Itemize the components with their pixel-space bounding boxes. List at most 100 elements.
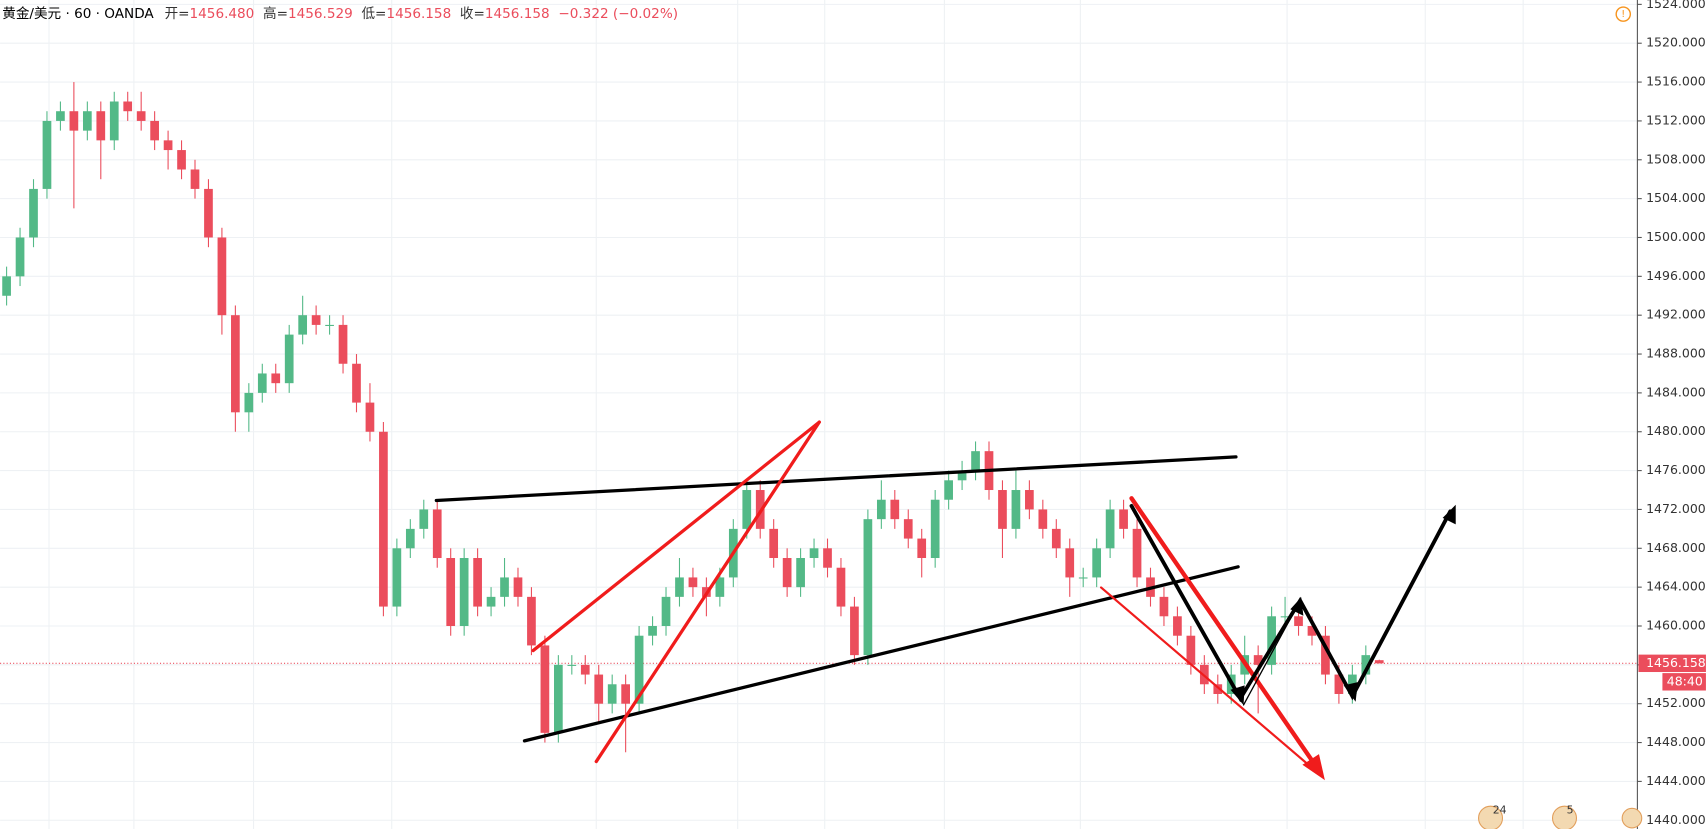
candle-body xyxy=(998,490,1007,529)
candle-body xyxy=(284,334,294,384)
y-tick-label: 1496.000 xyxy=(1646,268,1706,283)
y-tick-label: 1476.000 xyxy=(1646,462,1706,477)
alert-icon[interactable] xyxy=(1615,6,1632,22)
candle-body xyxy=(715,577,725,597)
candle-body xyxy=(688,577,698,588)
candle-body xyxy=(769,528,779,559)
axis-labels: 1440.0001444.0001448.0001452.0001456.000… xyxy=(1637,0,1706,827)
candle-body xyxy=(1159,596,1169,617)
candle-body xyxy=(1132,528,1142,578)
candle-body xyxy=(527,596,536,646)
candle-body xyxy=(1065,548,1075,578)
trend-line xyxy=(434,455,1238,503)
y-tick-label: 1440.000 xyxy=(1646,812,1706,827)
candle-body xyxy=(957,470,967,481)
candle-body xyxy=(338,324,348,364)
symbol: 黄金/美元 · 60 · OANDA xyxy=(2,6,154,22)
arrow xyxy=(1129,496,1319,770)
y-tick-label: 1452.000 xyxy=(1646,695,1706,710)
arrow-head xyxy=(1302,754,1325,781)
candle-body xyxy=(2,276,11,296)
y-tick-label: 1488.000 xyxy=(1646,346,1706,361)
candle-body xyxy=(513,577,523,597)
candle-body xyxy=(123,101,133,112)
y-tick-label: 1500.000 xyxy=(1646,229,1706,244)
candle-body xyxy=(742,490,752,529)
candle-body xyxy=(459,558,469,626)
candle-body xyxy=(432,509,442,559)
event-count: 24 xyxy=(1493,804,1507,817)
candle-body xyxy=(1105,509,1115,549)
candle-body xyxy=(1011,490,1021,529)
candle-body xyxy=(1334,674,1344,694)
candle-body xyxy=(204,188,213,238)
y-tick-label: 1460.000 xyxy=(1646,617,1706,632)
candle-body xyxy=(392,548,402,607)
candle-body xyxy=(1280,616,1290,618)
countdown: 48:40 xyxy=(1667,673,1703,688)
value: 1456.480 xyxy=(190,6,255,22)
price-axis xyxy=(1637,0,1706,829)
change: −0.322 (−0.02%) xyxy=(558,6,678,22)
candle-body xyxy=(1307,625,1317,636)
candle-body xyxy=(473,558,482,607)
candle-body xyxy=(1038,509,1048,529)
candle-body xyxy=(150,120,159,141)
candle-body xyxy=(1374,660,1384,664)
candle-body xyxy=(311,315,321,325)
trend-line xyxy=(522,565,1240,743)
candle-body xyxy=(69,111,79,131)
candle-body xyxy=(917,538,927,559)
candle-body xyxy=(42,120,52,189)
price-grid xyxy=(0,3,1638,821)
candle-body xyxy=(109,101,119,141)
value: 1456.158 xyxy=(386,6,451,22)
candle-body xyxy=(567,664,577,666)
countdown-tag xyxy=(1662,673,1706,691)
candle-body xyxy=(1078,577,1088,579)
candle-body xyxy=(675,577,684,597)
candle-body xyxy=(500,577,509,597)
candle-body xyxy=(325,324,334,326)
candle-body xyxy=(782,558,792,588)
candle-body xyxy=(1294,616,1303,626)
candles xyxy=(2,82,1384,753)
candle-body xyxy=(365,402,375,432)
y-tick-label: 1448.000 xyxy=(1646,734,1706,749)
candle-body xyxy=(257,373,267,393)
value: 1456.158 xyxy=(485,6,550,22)
candle-body xyxy=(136,111,146,121)
candle-body xyxy=(554,664,563,733)
label: 开= xyxy=(165,6,190,22)
candle-body xyxy=(634,635,644,704)
y-tick-label: 1508.000 xyxy=(1646,151,1706,166)
candle-body xyxy=(96,111,106,141)
candle-body xyxy=(56,111,65,121)
candle-body xyxy=(580,664,590,675)
candle-body xyxy=(661,596,671,626)
y-tick-label: 1464.000 xyxy=(1646,579,1706,594)
y-tick-label: 1520.000 xyxy=(1646,35,1706,50)
candle-body xyxy=(352,363,361,403)
candle-body xyxy=(621,684,630,704)
candle-body xyxy=(594,674,604,704)
candle-body xyxy=(446,558,456,626)
y-tick-label: 1504.000 xyxy=(1646,190,1706,205)
candle-body xyxy=(29,188,38,238)
y-tick-label: 1524.000 xyxy=(1646,0,1706,11)
trend-line xyxy=(1242,599,1301,706)
y-tick-label: 1512.000 xyxy=(1646,112,1706,127)
candle-body xyxy=(15,237,25,277)
candle-body xyxy=(177,150,186,170)
candle-body xyxy=(217,237,227,316)
price-tag-label: 1456.158 xyxy=(1646,655,1706,670)
event-count: 5 xyxy=(1567,804,1574,817)
alert-icon-text: ! xyxy=(1621,9,1625,20)
candle-body xyxy=(1025,490,1034,510)
candle-body xyxy=(163,140,173,151)
y-tick-label: 1468.000 xyxy=(1646,540,1706,555)
candle-body xyxy=(809,548,819,559)
candle-body xyxy=(796,558,805,588)
candle-body xyxy=(930,499,940,559)
